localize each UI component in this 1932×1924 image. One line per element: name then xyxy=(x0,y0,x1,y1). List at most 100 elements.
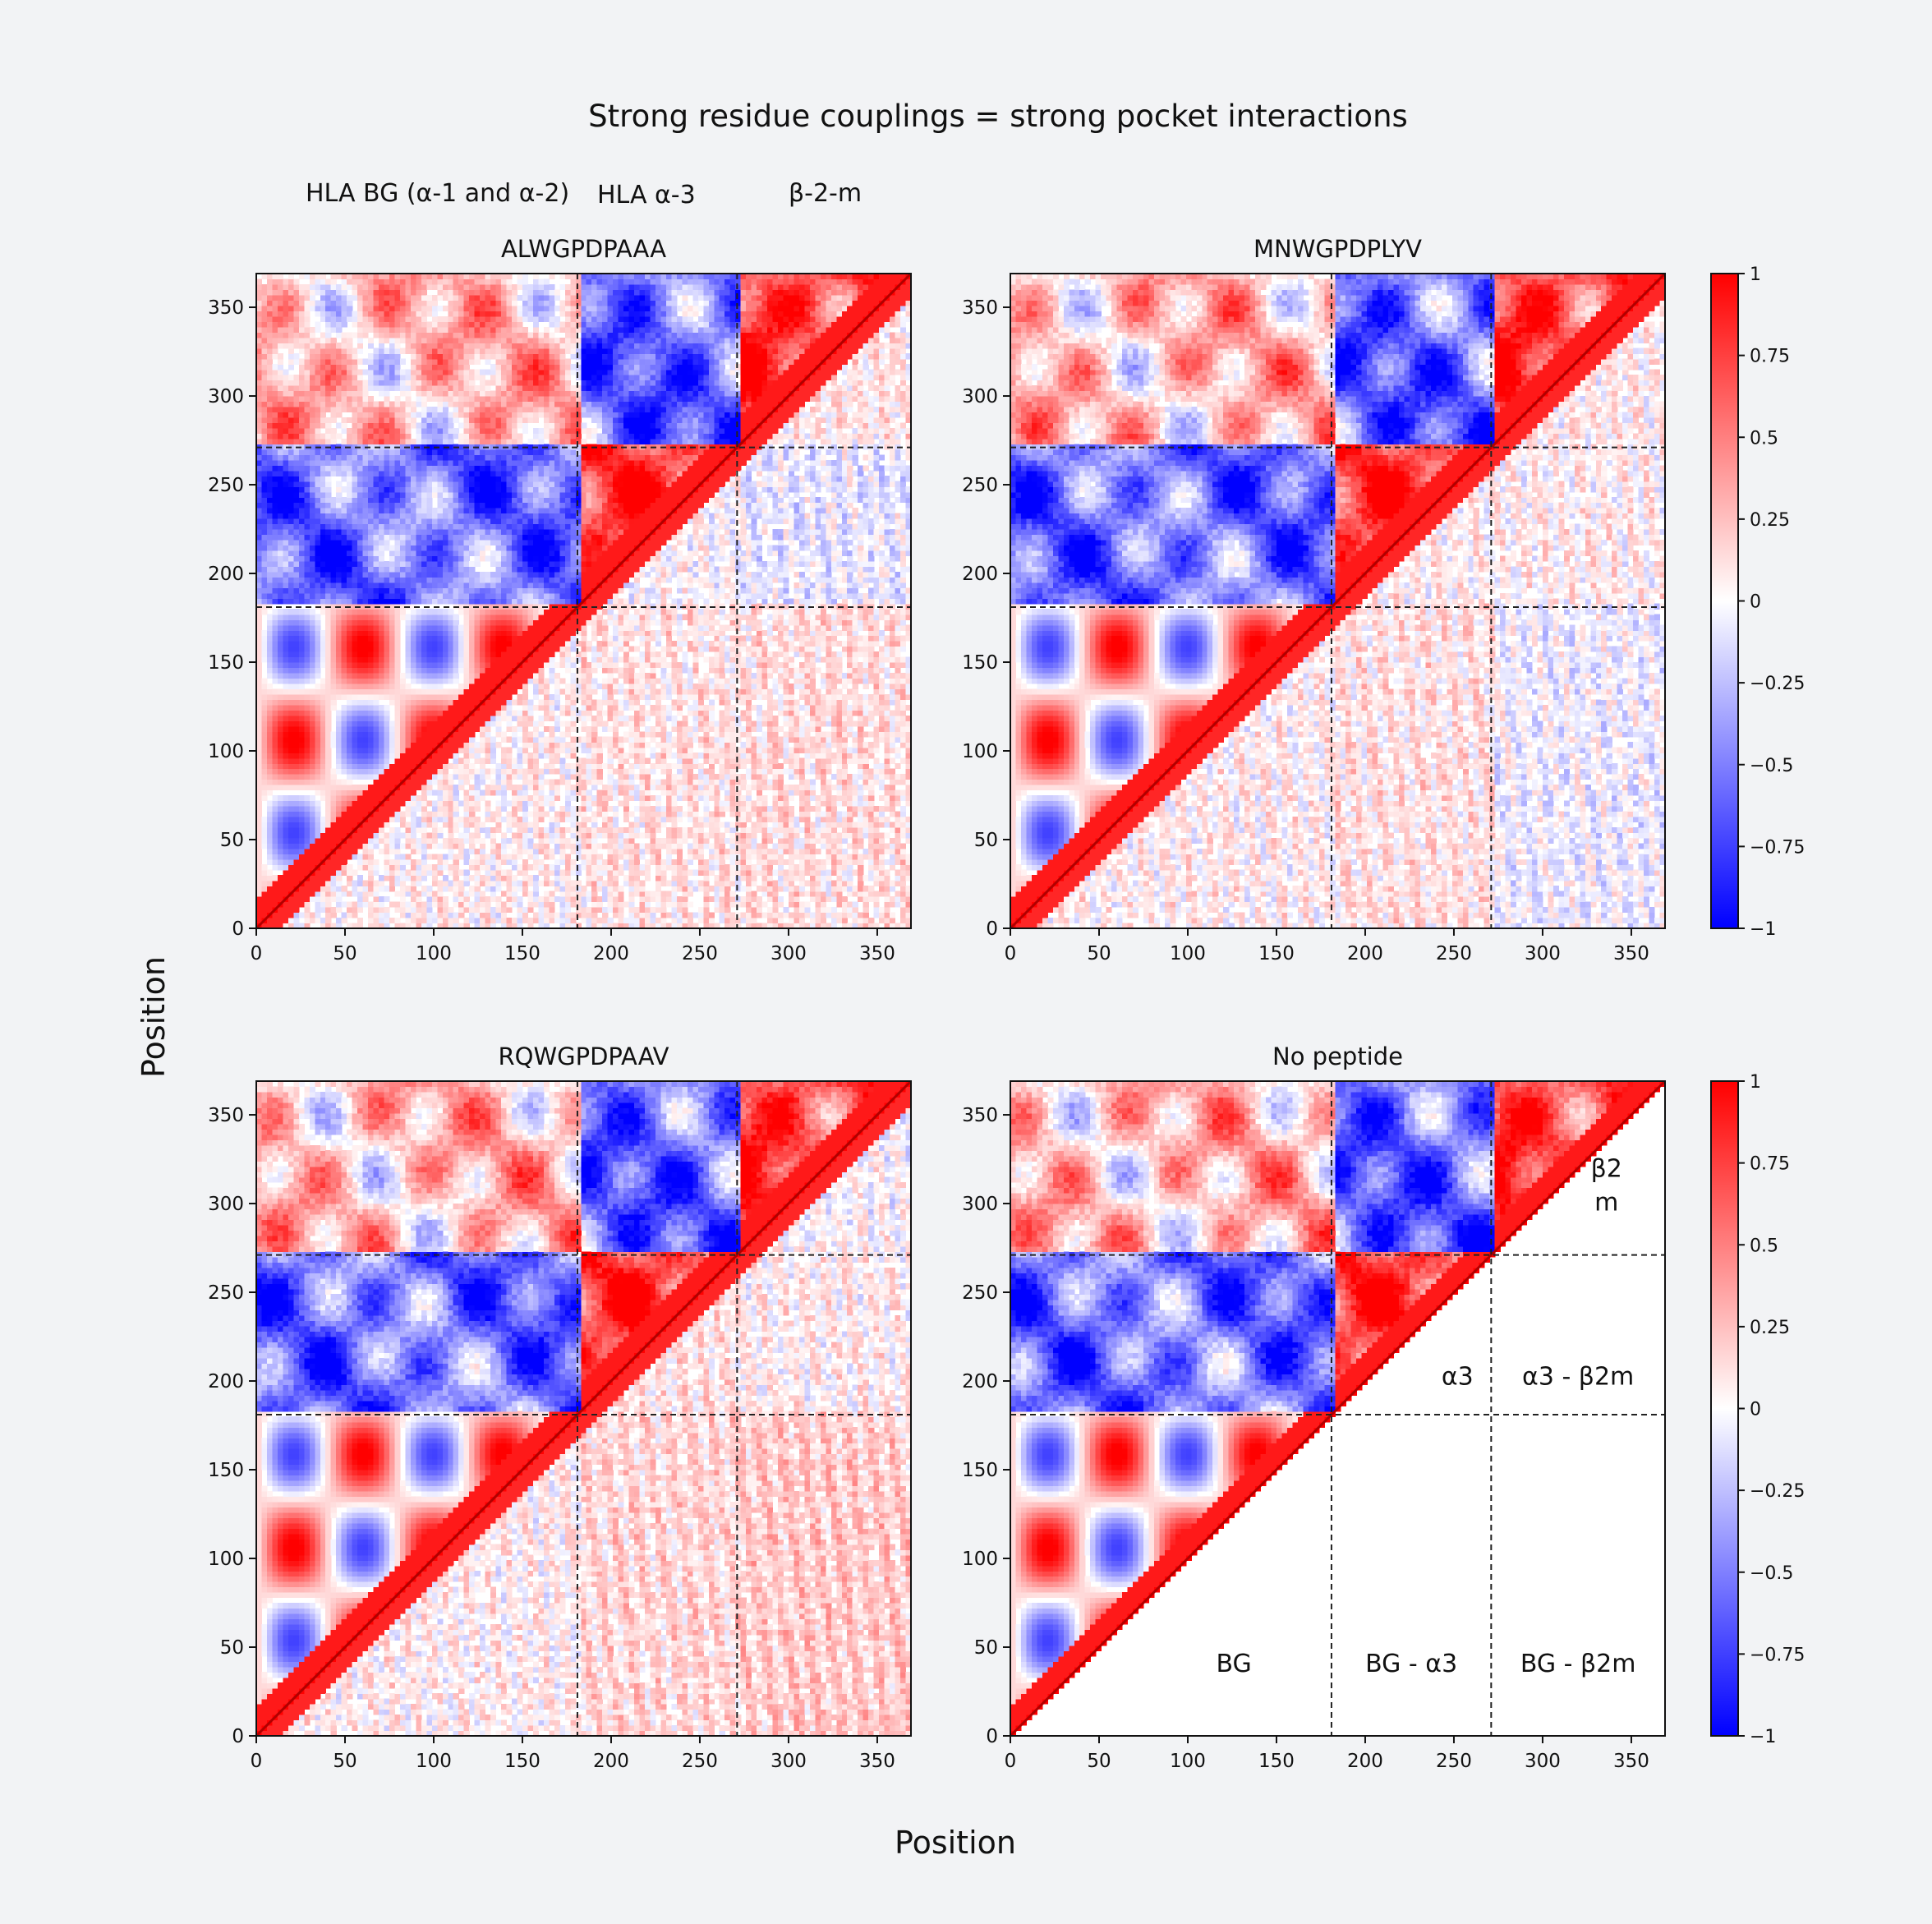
heatmap-cell xyxy=(278,726,283,732)
heatmap-cell xyxy=(256,454,262,460)
heatmap-cell xyxy=(262,720,268,726)
heatmap-cell xyxy=(262,321,268,327)
heatmap-cell xyxy=(267,422,273,428)
heatmap-cell xyxy=(278,428,283,434)
heatmap-cell xyxy=(288,720,294,726)
heatmap-cell xyxy=(278,497,283,503)
heatmap-cell xyxy=(278,486,283,492)
heatmap-cell xyxy=(256,338,262,343)
heatmap-cell xyxy=(262,886,268,891)
heatmap-cell xyxy=(256,854,262,859)
heatmap-cell xyxy=(278,540,283,545)
heatmap-cell xyxy=(283,284,288,290)
heatmap-cell xyxy=(262,636,268,642)
heatmap-cell xyxy=(256,370,262,375)
heatmap-cell xyxy=(278,359,283,365)
heatmap-cell xyxy=(262,785,268,790)
heatmap-cell xyxy=(283,311,288,316)
heatmap-cell xyxy=(283,518,288,524)
heatmap-cell xyxy=(278,838,283,844)
heatmap-cell xyxy=(272,407,278,412)
heatmap-cell xyxy=(272,492,278,498)
figure-title: Strong residue couplings = strong pocket… xyxy=(588,99,1408,134)
heatmap-cell xyxy=(262,684,268,689)
heatmap-cell xyxy=(262,465,268,471)
heatmap-cell xyxy=(256,720,262,726)
heatmap-cell xyxy=(288,417,294,423)
heatmap-cell xyxy=(288,668,294,674)
heatmap-cell xyxy=(283,694,288,700)
heatmap-cell xyxy=(288,647,294,652)
heatmap-cell xyxy=(278,274,283,279)
heatmap-cell xyxy=(272,566,278,572)
heatmap-cell xyxy=(272,758,278,764)
heatmap-cell xyxy=(288,688,294,694)
heatmap-cell xyxy=(278,300,283,306)
heatmap-cell xyxy=(256,881,262,886)
heatmap-cell xyxy=(283,327,288,333)
heatmap-cell xyxy=(288,311,294,316)
figure: Strong residue couplings = strong pocket… xyxy=(0,0,1932,1924)
heatmap-cell xyxy=(278,699,283,705)
heatmap-cell xyxy=(272,886,278,891)
heatmap-cell xyxy=(272,486,278,492)
heatmap-cell xyxy=(272,742,278,748)
heatmap-cell xyxy=(256,647,262,652)
heatmap-cell xyxy=(267,460,273,466)
heatmap-cell xyxy=(283,460,288,466)
heatmap-cell xyxy=(272,769,278,775)
heatmap-cell xyxy=(288,881,294,886)
heatmap-cell xyxy=(278,529,283,535)
heatmap-cell xyxy=(272,396,278,402)
heatmap-cell xyxy=(262,343,268,348)
heatmap-cell xyxy=(267,385,273,391)
heatmap-cell xyxy=(262,694,268,700)
heatmap-cell xyxy=(267,614,273,620)
heatmap-cell xyxy=(267,343,273,348)
heatmap-cell xyxy=(267,673,273,679)
heatmap-cell xyxy=(256,758,262,764)
heatmap-cell xyxy=(272,587,278,593)
heatmap-cell xyxy=(267,625,273,631)
heatmap-cell xyxy=(262,316,268,322)
heatmap-cell xyxy=(288,657,294,663)
heatmap-cell xyxy=(288,486,294,492)
heatmap-cell xyxy=(272,481,278,487)
heatmap-cell xyxy=(288,375,294,380)
heatmap-cell xyxy=(256,726,262,732)
heatmap-cell xyxy=(283,476,288,481)
heatmap-cell xyxy=(267,529,273,535)
heatmap-cell xyxy=(256,375,262,380)
heatmap-cell xyxy=(272,582,278,588)
heatmap-cell xyxy=(256,896,262,902)
heatmap-cell xyxy=(278,625,283,631)
heatmap-cell xyxy=(256,566,262,572)
heatmap-cell xyxy=(288,348,294,354)
heatmap-cell xyxy=(288,726,294,732)
heatmap-cell xyxy=(278,881,283,886)
heatmap-cell xyxy=(262,375,268,380)
heatmap-cell xyxy=(288,508,294,513)
heatmap-cell xyxy=(288,402,294,407)
heatmap-cell xyxy=(283,540,288,545)
heatmap-cell xyxy=(278,422,283,428)
heatmap-cell xyxy=(267,780,273,785)
heatmap-cell xyxy=(283,614,288,620)
heatmap-cell xyxy=(256,587,262,593)
heatmap-cell xyxy=(278,465,283,471)
heatmap-cell xyxy=(293,913,299,918)
heatmap-cell xyxy=(283,785,288,790)
heatmap-cell xyxy=(283,758,288,764)
heatmap-cell xyxy=(278,476,283,481)
heatmap-cell xyxy=(262,380,268,386)
heatmap-cell xyxy=(288,699,294,705)
heatmap-cell xyxy=(272,370,278,375)
heatmap-cell xyxy=(272,540,278,545)
heatmap-cell xyxy=(262,561,268,567)
heatmap-cell xyxy=(262,817,268,822)
heatmap-cell xyxy=(278,321,283,327)
heatmap-cell xyxy=(278,763,283,769)
heatmap-cell xyxy=(283,370,288,375)
heatmap-cell xyxy=(262,587,268,593)
heatmap-cell xyxy=(288,582,294,588)
